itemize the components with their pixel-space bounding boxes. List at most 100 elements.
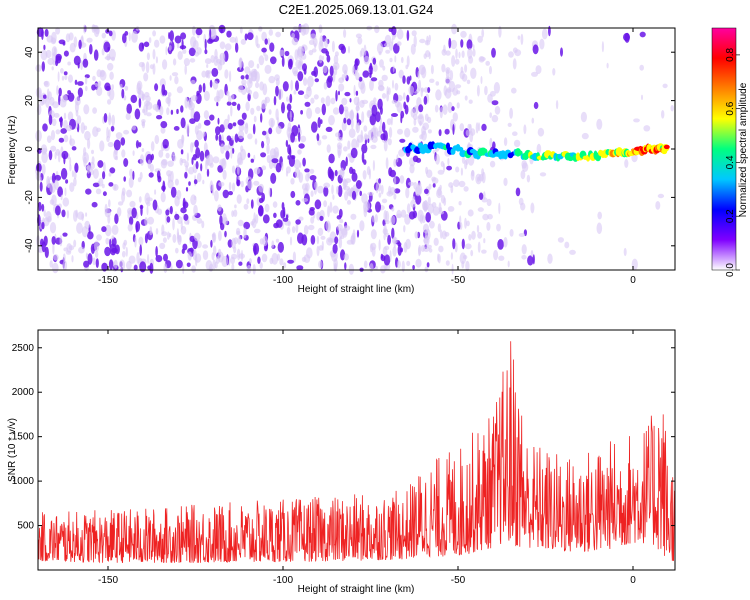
spectrogram-cell — [246, 32, 254, 41]
spectrogram-cell — [159, 242, 166, 250]
spectrogram-cell — [426, 35, 429, 45]
spectrogram-cell — [85, 85, 88, 92]
spectrogram-cell — [271, 158, 279, 164]
spectrogram-cell — [461, 50, 465, 58]
spectrogram-cell — [311, 48, 317, 53]
spectrogram-cell — [295, 59, 302, 69]
spectrogram-cell — [122, 33, 127, 44]
spectrogram-cell — [431, 176, 436, 182]
spectrogram-cell — [560, 47, 563, 57]
spectrogram-cell — [144, 233, 148, 244]
spectrogram-cell — [92, 168, 99, 179]
spectrogram-cell — [268, 29, 273, 36]
spectrogram-cell — [334, 169, 338, 177]
spectrogram-cell — [109, 88, 115, 101]
spectrogram-cell — [376, 42, 384, 54]
spectrogram-cell — [354, 71, 357, 77]
spectrogram-cell — [218, 230, 222, 242]
spectrogram-cell — [126, 189, 133, 198]
spectrogram-cell — [475, 122, 479, 134]
spectrogram-cell — [143, 41, 150, 48]
spectrogram-cell — [351, 138, 358, 151]
spectrogram-cell — [388, 185, 392, 195]
spectrogram-cell — [297, 48, 303, 60]
spectrogram-cell — [400, 110, 405, 119]
spectrogram-cell — [61, 94, 68, 103]
spectrogram-cell — [171, 72, 179, 77]
spectrogram-cell — [84, 220, 90, 230]
spectrogram-cell — [102, 171, 106, 180]
spectrogram-cell — [292, 67, 298, 75]
spectrogram-cell — [511, 87, 517, 94]
spectrogram-cell — [63, 134, 69, 143]
spectrogram-cell — [307, 224, 315, 231]
spectrogram-cell — [210, 239, 213, 248]
spectrogram-cell — [76, 222, 83, 234]
spectrogram-cell — [440, 194, 446, 204]
spectrogram-cell — [493, 249, 499, 261]
spectrogram-cell — [231, 94, 235, 100]
spectrogram-cell — [470, 170, 475, 181]
spectrogram-cell — [281, 56, 285, 67]
spectrogram-cell — [136, 252, 140, 264]
spectrogram-cell — [351, 168, 356, 175]
spectrogram-cell — [215, 133, 219, 141]
spectrogram-cell — [104, 224, 112, 237]
spectrogram-cell — [74, 79, 78, 86]
spectrogram-cell — [115, 132, 123, 140]
spectrogram-cell — [378, 192, 382, 198]
spectrogram-cell — [248, 60, 255, 69]
spectrogram-cell — [509, 107, 513, 119]
spectrogram-cell — [345, 156, 348, 167]
spectrogram-cell — [127, 223, 133, 232]
spectrogram-cell — [410, 199, 416, 208]
spectrogram-cell — [662, 83, 668, 89]
spectrogram-cell — [264, 38, 268, 45]
spectrogram-cell — [107, 99, 112, 105]
spectrogram-cell — [399, 138, 406, 143]
spectrogram-cell — [241, 112, 247, 121]
spectrogram-cell — [539, 38, 545, 50]
spectrogram-cell — [343, 29, 347, 38]
spectrogram-cell — [213, 55, 219, 66]
spectrogram-cell — [290, 178, 295, 185]
spectrogram-cell — [128, 31, 131, 42]
spectrogram-cell — [268, 75, 276, 84]
spectrogram-cell — [144, 217, 149, 226]
spectrogram-cell — [450, 39, 458, 50]
spectrogram-x-tick-label: -100 — [273, 275, 293, 286]
spectrogram-cell — [279, 258, 284, 266]
spectrogram-cell — [301, 198, 309, 202]
spectrogram-cell — [412, 210, 417, 219]
spectrogram-cell — [219, 215, 223, 226]
spectrogram-cell — [94, 240, 100, 253]
spectrogram-cell — [149, 163, 154, 173]
spectrogram-cell — [68, 74, 73, 83]
spectrogram-cell — [408, 181, 415, 186]
figure-title: C2E1.2025.069.13.01.G24 — [279, 2, 434, 17]
spectrogram-cell — [155, 246, 158, 257]
spectrogram-cell — [385, 157, 389, 170]
spectrogram-cell — [517, 35, 521, 40]
spectrogram-cell — [58, 137, 65, 143]
spectrogram-cell — [302, 157, 306, 167]
spectrogram-cell — [73, 239, 77, 248]
spectrogram-cell — [387, 138, 392, 146]
spectrogram-cell — [452, 112, 458, 122]
spectrogram-cell — [412, 196, 416, 201]
spectrogram-cell — [480, 76, 483, 84]
spectrogram-cell — [179, 45, 187, 50]
spectrogram-cell — [135, 220, 141, 232]
spectrogram-cell — [56, 85, 59, 96]
spectrogram-cell — [355, 90, 359, 96]
spectrogram-cell — [65, 179, 69, 184]
spectrogram-cell — [76, 115, 82, 125]
spectrogram-cell — [133, 264, 138, 271]
spectrogram-cell — [369, 263, 374, 273]
spectrogram-cell — [459, 123, 465, 132]
spectrogram-cell — [445, 67, 451, 74]
spectrogram-cell — [293, 159, 301, 169]
spectrogram-cell — [141, 42, 144, 49]
spectrogram-cell — [269, 42, 275, 52]
spectrogram-cell — [389, 169, 396, 178]
